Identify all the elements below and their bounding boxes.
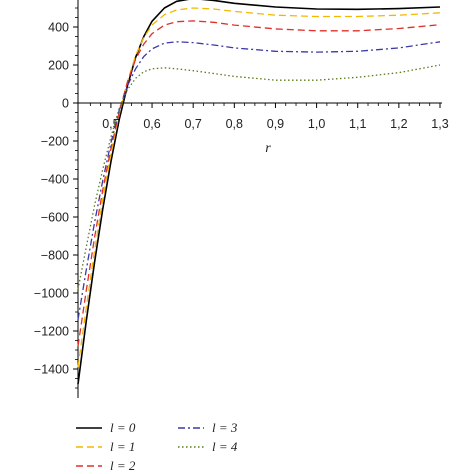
legend-label-3: l = 3 bbox=[212, 420, 238, 435]
series-layer bbox=[77, 0, 441, 385]
x-tick-label: 1,2 bbox=[390, 117, 407, 131]
y-tick-label: −1400 bbox=[34, 363, 69, 377]
x-tick-label: 1,0 bbox=[308, 117, 325, 131]
y-tick-label: −1200 bbox=[34, 325, 69, 339]
x-tick-label: 0,7 bbox=[184, 117, 201, 131]
y-tick-label: 400 bbox=[48, 21, 69, 35]
legend-label-4: l = 4 bbox=[212, 439, 238, 454]
legend-label-1: l = 1 bbox=[110, 439, 135, 454]
y-tick-label: 200 bbox=[48, 59, 69, 73]
x-tick-label: 0,8 bbox=[226, 117, 243, 131]
series-line-4 bbox=[77, 64, 441, 290]
x-tick-label: 1,3 bbox=[431, 117, 448, 131]
y-tick-label: −600 bbox=[41, 211, 69, 225]
y-tick-label: 0 bbox=[62, 97, 69, 111]
series-line-3 bbox=[77, 41, 441, 320]
y-tick-label: −800 bbox=[41, 249, 69, 263]
y-tick-label: −400 bbox=[41, 173, 69, 187]
x-axis-label: r bbox=[265, 141, 271, 156]
legend: l = 0 l = 1 l = 2 l = 3 l = 4 bbox=[76, 420, 238, 473]
y-tick-label: −200 bbox=[41, 135, 69, 149]
legend-label-0: l = 0 bbox=[110, 420, 136, 435]
legend-label-2: l = 2 bbox=[110, 458, 136, 473]
series-line-2 bbox=[77, 20, 441, 347]
x-tick-label: 0,9 bbox=[267, 117, 284, 131]
x-tick-label: 0,6 bbox=[143, 117, 160, 131]
y-tick-label: −1000 bbox=[34, 287, 69, 301]
x-tick-label: 1,1 bbox=[349, 117, 366, 131]
series-line-1 bbox=[77, 7, 441, 368]
series-line-0 bbox=[77, 0, 441, 385]
